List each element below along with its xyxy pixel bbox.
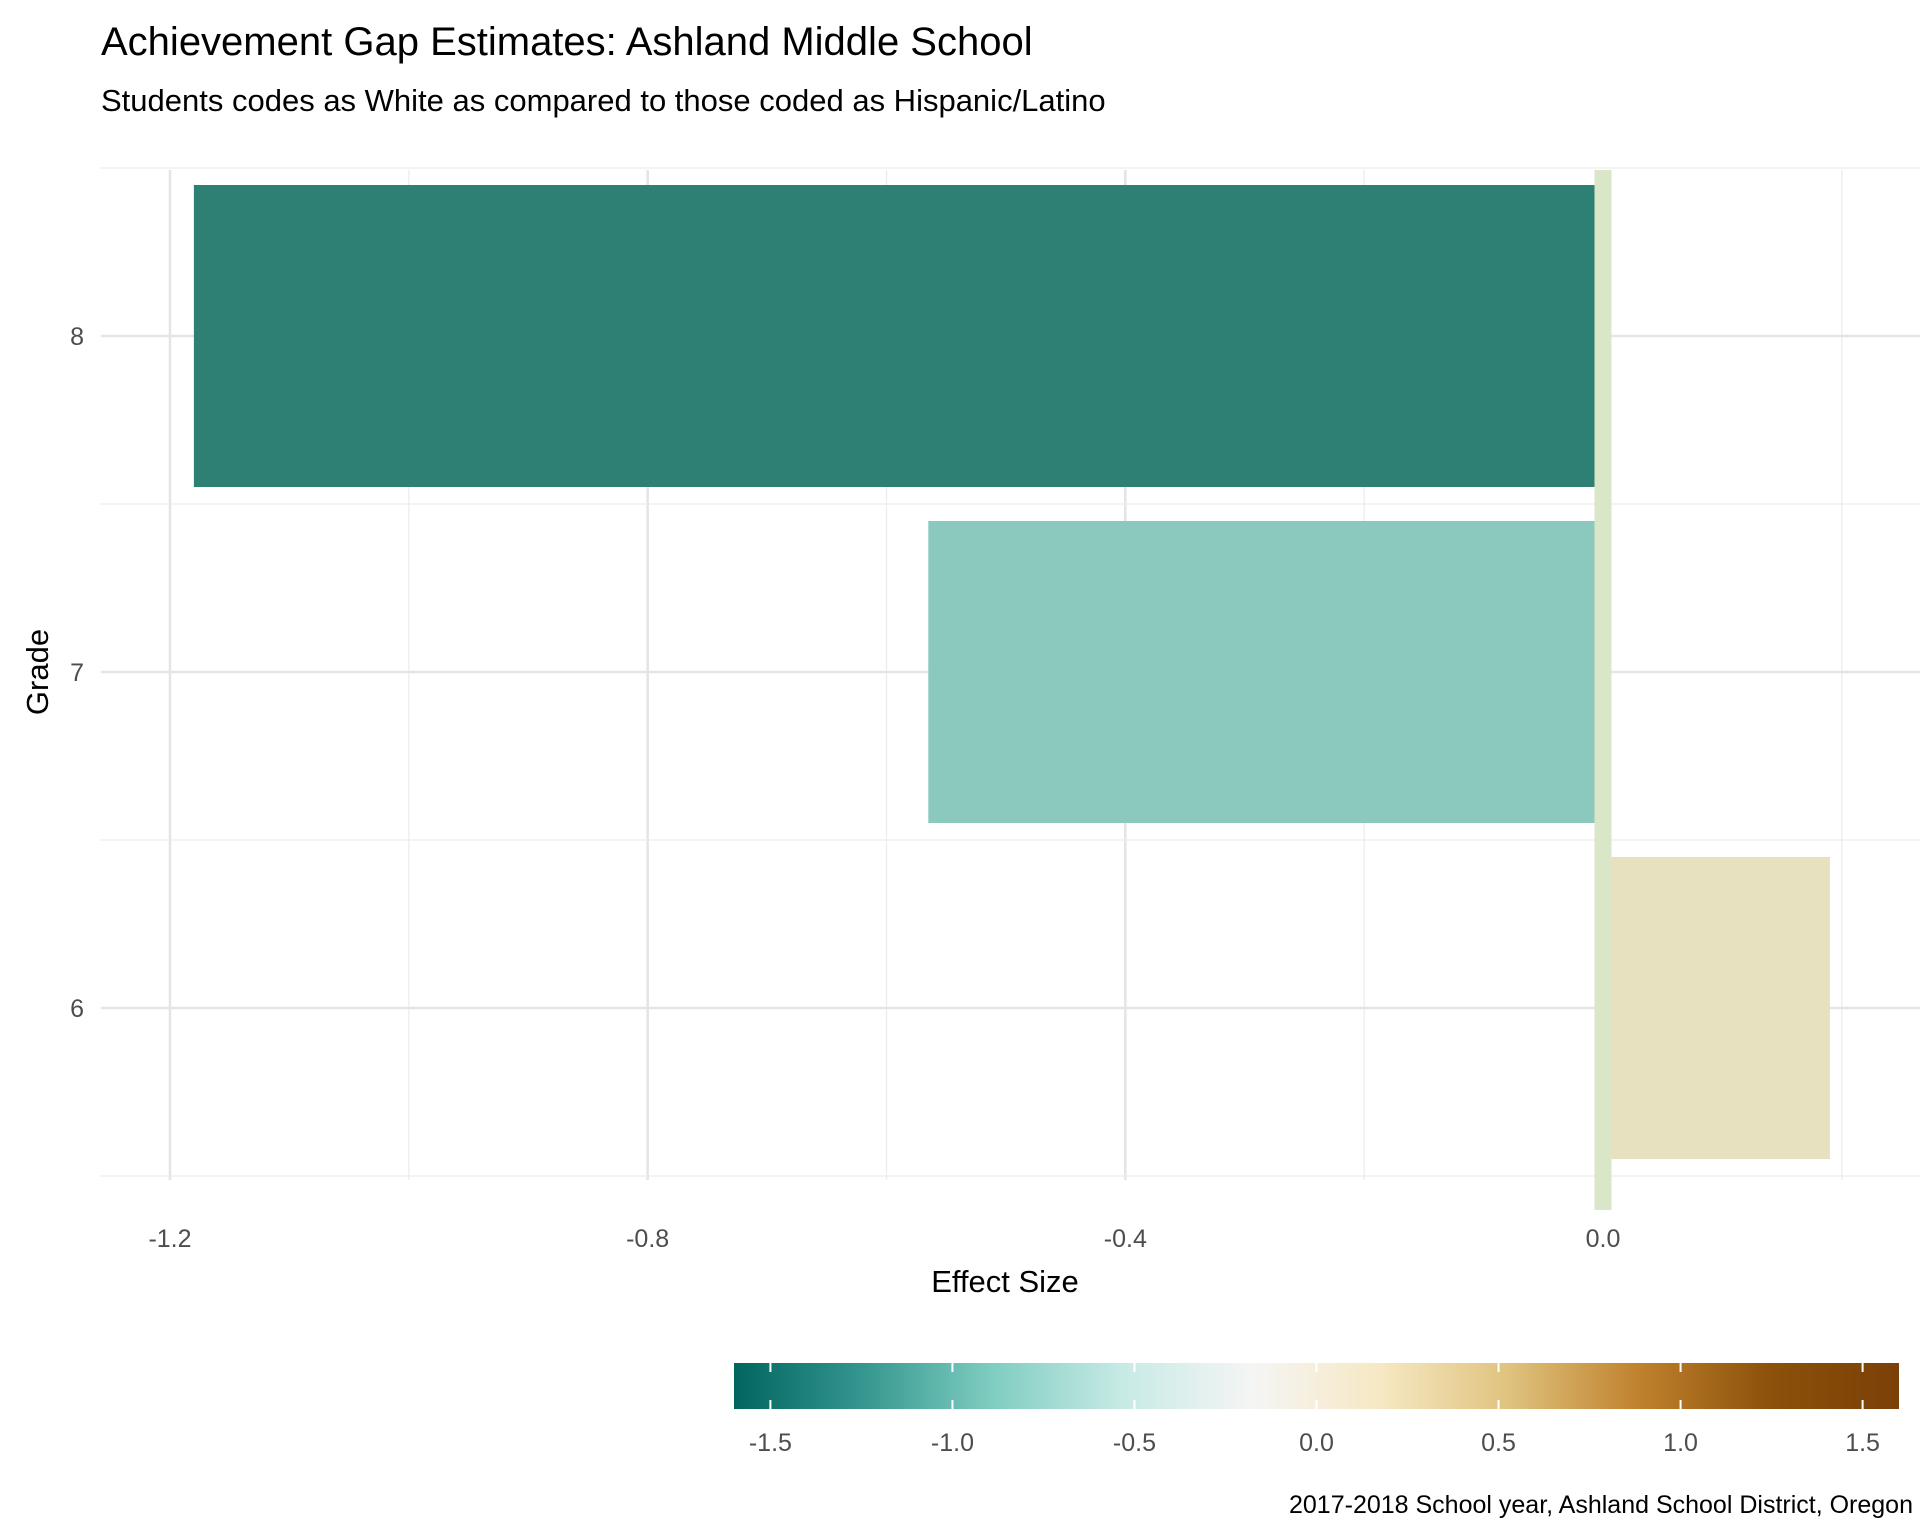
colorbar-tick-label: -1.0 [931, 1429, 974, 1457]
chart-caption: 2017-2018 School year, Ashland School Di… [1289, 1491, 1913, 1519]
x-tick-label: 0.0 [1586, 1225, 1621, 1253]
chart-title: Achievement Gap Estimates: Ashland Middl… [101, 20, 1033, 64]
bar-grade-6 [1603, 857, 1830, 1159]
bar-grade-8 [193, 185, 1604, 487]
colorbar-tick-label: 1.0 [1663, 1429, 1698, 1457]
colorbar-tick-label: -1.5 [749, 1429, 792, 1457]
y-tick-label: 7 [70, 659, 84, 687]
colorbar-ticks: -1.5 -1.0 -0.5 0.0 0.5 1.0 1.5 [749, 1363, 1880, 1457]
bar-grade-7 [928, 521, 1603, 823]
y-tick-label: 8 [70, 323, 84, 351]
x-axis-ticks: -1.2 -0.8 -0.4 0.0 [148, 1225, 1620, 1253]
x-tick-label: -1.2 [148, 1225, 191, 1253]
y-axis-title: Grade [20, 629, 55, 715]
colorbar-tick-label: -0.5 [1113, 1429, 1156, 1457]
y-axis-ticks: 6 7 8 [70, 323, 84, 1023]
colorbar-legend: -1.5 -1.0 -0.5 0.0 0.5 1.0 1.5 [734, 1363, 1899, 1457]
y-tick-label: 6 [70, 995, 84, 1023]
x-tick-label: -0.8 [626, 1225, 669, 1253]
colorbar-tick-label: 1.5 [1845, 1429, 1880, 1457]
colorbar-tick-label: 0.0 [1299, 1429, 1334, 1457]
colorbar-tick-label: 0.5 [1481, 1429, 1516, 1457]
chart-subtitle: Students codes as White as compared to t… [101, 83, 1106, 118]
bars [193, 185, 1830, 1159]
x-tick-label: -0.4 [1104, 1225, 1147, 1253]
x-axis-title: Effect Size [931, 1264, 1079, 1299]
